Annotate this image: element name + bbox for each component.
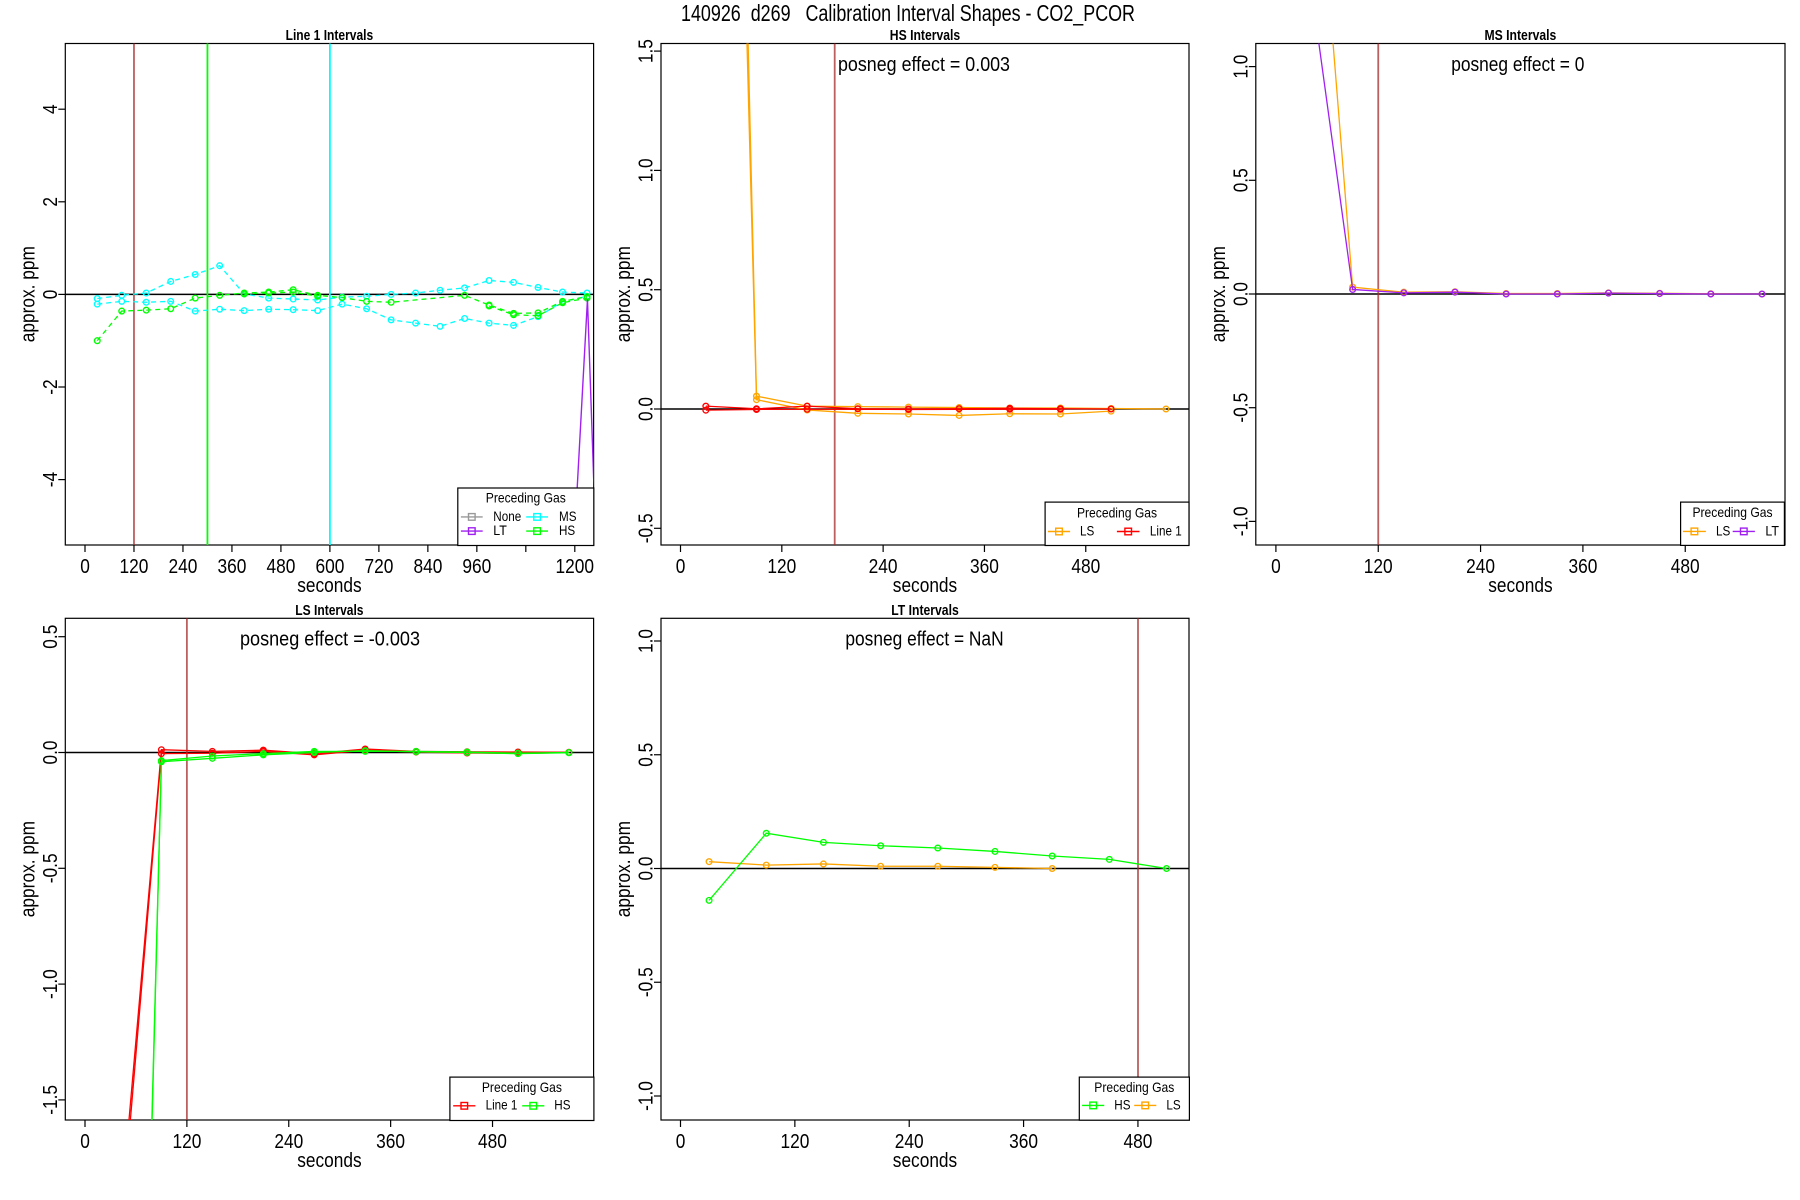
svg-text:MS: MS bbox=[559, 509, 577, 524]
svg-text:720: 720 bbox=[364, 556, 393, 578]
svg-text:Line 1: Line 1 bbox=[486, 1098, 518, 1113]
svg-text:360: 360 bbox=[970, 556, 999, 578]
svg-text:0.0: 0.0 bbox=[636, 857, 658, 881]
svg-text:HS Intervals: HS Intervals bbox=[890, 28, 960, 44]
svg-text:posneg effect = 0.003: posneg effect = 0.003 bbox=[838, 54, 1010, 76]
svg-text:LT: LT bbox=[1765, 523, 1779, 538]
svg-text:LT: LT bbox=[493, 523, 507, 538]
svg-text:480: 480 bbox=[1123, 1131, 1152, 1153]
svg-text:LS Intervals: LS Intervals bbox=[295, 603, 363, 619]
svg-text:360: 360 bbox=[1009, 1131, 1038, 1153]
svg-text:seconds: seconds bbox=[1488, 575, 1552, 597]
svg-text:0: 0 bbox=[676, 556, 686, 578]
svg-text:0: 0 bbox=[80, 1131, 90, 1153]
svg-text:HS: HS bbox=[1114, 1097, 1130, 1112]
svg-text:240: 240 bbox=[895, 1131, 924, 1153]
svg-text:0: 0 bbox=[80, 556, 90, 578]
svg-text:-2: -2 bbox=[40, 379, 62, 394]
svg-text:0: 0 bbox=[676, 1131, 686, 1153]
svg-text:120: 120 bbox=[172, 1131, 201, 1153]
svg-text:posneg effect = NaN: posneg effect = NaN bbox=[845, 629, 1003, 651]
svg-text:HS: HS bbox=[559, 523, 575, 538]
svg-text:-1.0: -1.0 bbox=[1230, 507, 1252, 537]
svg-text:0: 0 bbox=[40, 290, 62, 300]
svg-text:0.5: 0.5 bbox=[636, 278, 658, 302]
svg-text:seconds: seconds bbox=[297, 1150, 361, 1172]
svg-text:2: 2 bbox=[40, 197, 62, 207]
svg-text:approx. ppm: approx. ppm bbox=[17, 246, 39, 342]
svg-text:120: 120 bbox=[1364, 556, 1393, 578]
svg-text:-1.0: -1.0 bbox=[40, 969, 62, 999]
svg-text:posneg effect = 0: posneg effect = 0 bbox=[1451, 54, 1584, 76]
svg-text:approx. ppm: approx. ppm bbox=[1208, 246, 1230, 342]
svg-text:360: 360 bbox=[376, 1131, 405, 1153]
svg-text:0.5: 0.5 bbox=[636, 743, 658, 767]
svg-text:HS: HS bbox=[554, 1098, 570, 1113]
svg-text:None: None bbox=[493, 509, 521, 524]
svg-text:LS: LS bbox=[1080, 523, 1094, 538]
svg-text:120: 120 bbox=[120, 556, 149, 578]
svg-text:MS Intervals: MS Intervals bbox=[1485, 28, 1557, 44]
svg-text:360: 360 bbox=[1568, 556, 1597, 578]
svg-text:1.0: 1.0 bbox=[1230, 55, 1252, 79]
svg-text:Preceding Gas: Preceding Gas bbox=[1077, 504, 1157, 520]
svg-text:Preceding Gas: Preceding Gas bbox=[482, 1079, 562, 1095]
svg-text:Preceding Gas: Preceding Gas bbox=[1692, 504, 1772, 520]
svg-text:140926 d269 Calibration Int: 140926 d269 Calibration Interval Shapes … bbox=[681, 0, 1135, 26]
svg-text:posneg effect = -0.003: posneg effect = -0.003 bbox=[240, 629, 420, 651]
svg-text:0.5: 0.5 bbox=[40, 625, 62, 649]
svg-text:0: 0 bbox=[1271, 556, 1281, 578]
svg-text:-1.5: -1.5 bbox=[40, 1085, 62, 1115]
svg-text:LS: LS bbox=[1166, 1097, 1180, 1112]
svg-text:-0.5: -0.5 bbox=[636, 513, 658, 543]
svg-text:480: 480 bbox=[1671, 556, 1700, 578]
svg-text:approx. ppm: approx. ppm bbox=[613, 246, 635, 342]
svg-text:240: 240 bbox=[1466, 556, 1495, 578]
svg-text:Preceding Gas: Preceding Gas bbox=[486, 490, 566, 506]
svg-text:1.0: 1.0 bbox=[636, 629, 658, 653]
svg-text:480: 480 bbox=[1071, 556, 1100, 578]
svg-text:240: 240 bbox=[274, 1131, 303, 1153]
svg-text:4: 4 bbox=[40, 104, 62, 114]
svg-text:approx. ppm: approx. ppm bbox=[17, 821, 39, 917]
svg-text:480: 480 bbox=[266, 556, 295, 578]
svg-text:960: 960 bbox=[462, 556, 491, 578]
svg-text:seconds: seconds bbox=[297, 575, 361, 597]
svg-text:360: 360 bbox=[217, 556, 246, 578]
svg-text:840: 840 bbox=[413, 556, 442, 578]
svg-text:-4: -4 bbox=[40, 472, 62, 487]
svg-text:480: 480 bbox=[478, 1131, 507, 1153]
svg-text:240: 240 bbox=[869, 556, 898, 578]
svg-text:LT Intervals: LT Intervals bbox=[891, 603, 959, 619]
svg-text:0.0: 0.0 bbox=[1230, 282, 1252, 306]
svg-text:1200: 1200 bbox=[556, 556, 595, 578]
svg-text:1.0: 1.0 bbox=[636, 158, 658, 182]
svg-text:0.5: 0.5 bbox=[1230, 168, 1252, 192]
svg-text:LS: LS bbox=[1716, 523, 1730, 538]
svg-text:-0.5: -0.5 bbox=[40, 853, 62, 883]
svg-text:seconds: seconds bbox=[893, 575, 957, 597]
svg-text:approx. ppm: approx. ppm bbox=[613, 821, 635, 917]
svg-text:120: 120 bbox=[780, 1131, 809, 1153]
svg-text:600: 600 bbox=[315, 556, 344, 578]
svg-text:1.5: 1.5 bbox=[636, 39, 658, 63]
svg-text:120: 120 bbox=[767, 556, 796, 578]
svg-text:-1.0: -1.0 bbox=[636, 1081, 658, 1111]
svg-text:Preceding Gas: Preceding Gas bbox=[1094, 1079, 1174, 1095]
svg-text:0.0: 0.0 bbox=[40, 741, 62, 765]
svg-text:240: 240 bbox=[169, 556, 198, 578]
svg-text:Line 1: Line 1 bbox=[1150, 523, 1182, 538]
svg-text:0.0: 0.0 bbox=[636, 397, 658, 421]
svg-text:-0.5: -0.5 bbox=[636, 967, 658, 997]
svg-text:seconds: seconds bbox=[893, 1150, 957, 1172]
svg-text:Line 1 Intervals: Line 1 Intervals bbox=[286, 28, 374, 44]
svg-text:-0.5: -0.5 bbox=[1230, 393, 1252, 423]
